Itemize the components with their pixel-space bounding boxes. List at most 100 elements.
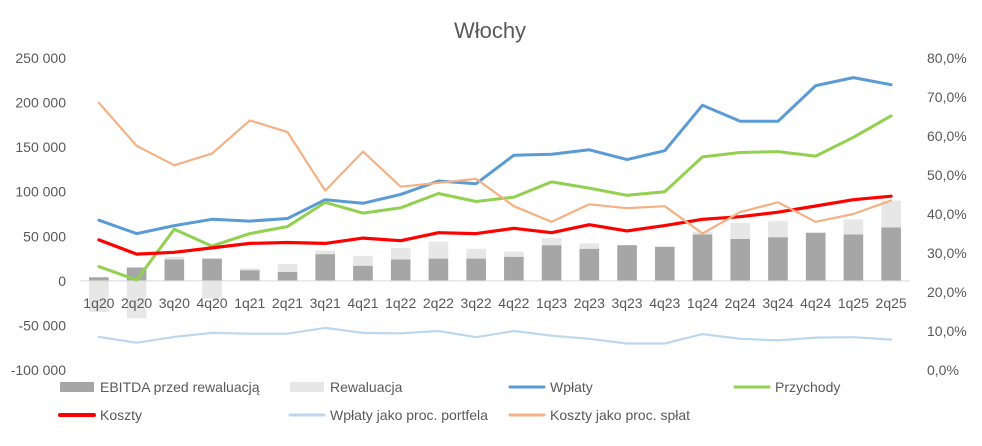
lines-layer	[97, 76, 893, 345]
x-tick-label: 3q24	[762, 295, 793, 311]
legend-item-wplaty: Wpłaty	[508, 379, 593, 395]
legend-swatch	[60, 382, 94, 392]
y-left-tick-label: -100 000	[11, 362, 66, 378]
x-tick-label: 1q23	[536, 295, 567, 311]
legend-label: EBITDA przed rewaluacją	[100, 379, 260, 395]
line-przychody	[97, 114, 893, 282]
y-axis-left: -100 000 -50 000 0 50 000 100 000 150 000 200 …	[11, 50, 66, 378]
y-left-tick-label: 150 000	[15, 139, 66, 155]
bar-rewaluacja	[504, 251, 524, 257]
x-tick-label: 1q22	[385, 295, 416, 311]
x-tick-label: 2q21	[272, 295, 303, 311]
legend-item-wplaty-jako-proc-portfela: Wpłaty jako proc. portfela	[288, 407, 488, 423]
bars-layer	[89, 200, 901, 319]
legend-item-ebitda-przed-rewaluacja: EBITDA przed rewaluacją	[60, 379, 260, 395]
bar-rewaluacja	[315, 250, 336, 255]
bar-rewaluacja	[541, 238, 562, 246]
y-right-tick-label: 50,0%	[927, 167, 967, 183]
bar-rewaluacja	[466, 248, 486, 259]
y-left-tick-label: -50 000	[19, 317, 67, 333]
x-tick-label: 1q20	[83, 295, 114, 311]
legend-swatch	[290, 382, 324, 392]
bar-rewaluacja	[390, 247, 411, 260]
bar-ebitda-przed-rewaluacja	[541, 245, 562, 281]
y-left-tick-label: 200 000	[15, 95, 66, 111]
bar-rewaluacja	[428, 241, 449, 259]
bar-ebitda-przed-rewaluacja	[164, 259, 185, 281]
bar-rewaluacja	[654, 246, 675, 247]
bar-ebitda-przed-rewaluacja	[466, 258, 486, 281]
line-wplaty	[97, 76, 893, 236]
bar-ebitda-przed-rewaluacja	[428, 258, 449, 281]
bar-ebitda-przed-rewaluacja	[239, 270, 260, 281]
bar-ebitda-przed-rewaluacja	[843, 234, 864, 281]
x-tick-label: 3q21	[310, 295, 341, 311]
y-right-tick-label: 60,0%	[927, 128, 967, 144]
legend-label: Koszty	[100, 407, 142, 423]
legend-label: Przychody	[775, 379, 840, 395]
bar-ebitda-przed-rewaluacja	[654, 246, 675, 281]
bar-ebitda-przed-rewaluacja	[768, 237, 788, 281]
x-tick-label: 3q20	[159, 295, 190, 311]
legend-label: Wpłaty	[550, 379, 593, 395]
x-tick-label: 4q22	[498, 295, 529, 311]
bar-ebitda-przed-rewaluacja	[617, 245, 637, 281]
x-tick-label: 2q22	[423, 295, 454, 311]
y-right-tick-label: 10,0%	[927, 323, 967, 339]
bar-rewaluacja	[164, 256, 185, 260]
bar-ebitda-przed-rewaluacja	[730, 238, 751, 281]
x-tick-label: 2q23	[574, 295, 605, 311]
x-axis-labels: 1q20 2q20 3q20 4q20 1q21 2q21 3q21 4q21 1q22 2q22…	[83, 295, 907, 311]
y-right-tick-label: 30,0%	[927, 245, 967, 261]
bar-ebitda-przed-rewaluacja	[315, 254, 336, 281]
x-tick-label: 2q20	[121, 295, 152, 311]
x-tick-label: 2q24	[725, 295, 756, 311]
bar-ebitda-przed-rewaluacja	[89, 277, 109, 281]
bar-ebitda-przed-rewaluacja	[353, 265, 373, 281]
x-tick-label: 4q20	[196, 295, 227, 311]
bar-ebitda-przed-rewaluacja	[579, 248, 600, 281]
bar-rewaluacja	[881, 200, 901, 228]
y-axis-right: 0,0% 10,0% 20,0% 30,0% 40,0% 50,0% 60,0% 70,0% 8…	[927, 50, 967, 378]
bar-rewaluacja	[843, 219, 864, 235]
legend-label: Koszty jako proc. spłat	[550, 407, 690, 423]
y-right-tick-label: 20,0%	[927, 284, 967, 300]
x-tick-label: 1q24	[687, 295, 718, 311]
y-right-tick-label: 0,0%	[927, 362, 959, 378]
y-right-tick-label: 40,0%	[927, 206, 967, 222]
bar-ebitda-przed-rewaluacja	[692, 234, 713, 281]
legend-item-przychody: Przychody	[733, 379, 840, 395]
bar-rewaluacja	[126, 280, 147, 319]
chart-title: Włochy	[454, 18, 526, 43]
bar-rewaluacja	[239, 268, 260, 271]
bar-rewaluacja	[768, 221, 788, 238]
legend-item-koszty-jako-proc-splat: Koszty jako proc. spłat	[508, 407, 690, 423]
bar-ebitda-przed-rewaluacja	[881, 227, 901, 281]
bar-ebitda-przed-rewaluacja	[202, 258, 222, 281]
legend: EBITDA przed rewaluacją Rewaluacja Wpłaty P…	[58, 379, 840, 423]
y-left-tick-label: 0	[58, 273, 66, 289]
bar-rewaluacja	[277, 263, 298, 272]
legend-item-rewaluacja: Rewaluacja	[290, 379, 403, 395]
x-tick-label: 4q23	[649, 295, 680, 311]
bar-rewaluacja	[202, 280, 222, 299]
x-tick-label: 4q24	[800, 295, 831, 311]
line-koszty-jako-proc-splat	[97, 101, 893, 235]
x-tick-label: 3q22	[461, 295, 492, 311]
y-right-tick-label: 70,0%	[927, 89, 967, 105]
bar-ebitda-przed-rewaluacja	[504, 256, 524, 281]
y-left-tick-label: 50 000	[23, 228, 66, 244]
y-right-tick-label: 80,0%	[927, 50, 967, 66]
y-left-tick-label: 250 000	[15, 50, 66, 66]
bar-rewaluacja	[730, 222, 751, 239]
legend-label: Wpłaty jako proc. portfela	[330, 407, 488, 423]
bar-ebitda-przed-rewaluacja	[805, 232, 826, 281]
bar-ebitda-przed-rewaluacja	[390, 259, 411, 281]
x-tick-label: 2q25	[876, 295, 907, 311]
y-left-tick-label: 100 000	[15, 184, 66, 200]
bar-ebitda-przed-rewaluacja	[277, 271, 298, 281]
bar-rewaluacja	[579, 243, 600, 249]
line-koszty	[97, 194, 893, 256]
